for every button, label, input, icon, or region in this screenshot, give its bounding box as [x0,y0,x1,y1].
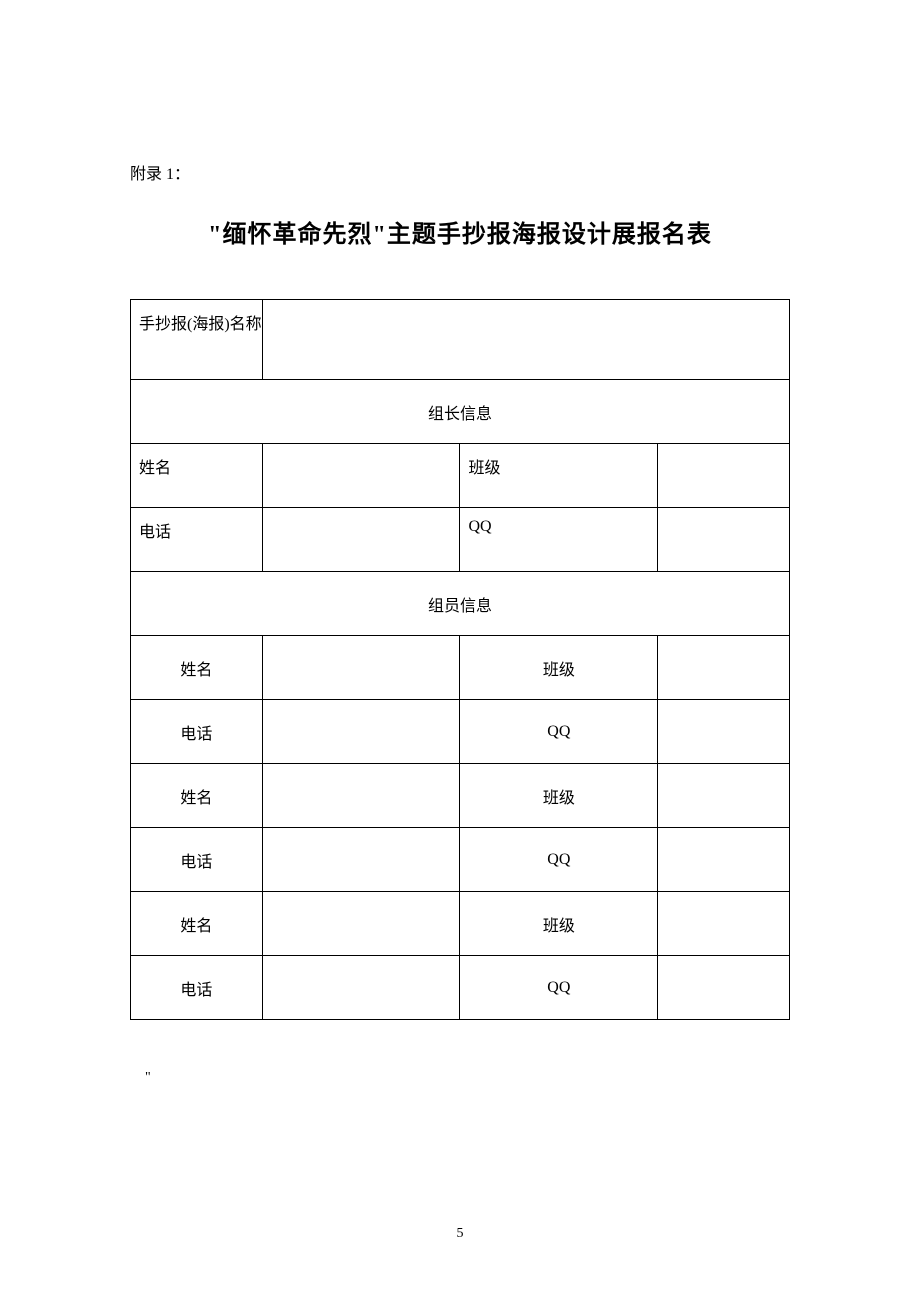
member-phone-label: 电话 [131,956,263,1020]
member-phone-label: 电话 [131,828,263,892]
leader-qq-label: QQ [460,508,658,572]
leader-class-input[interactable] [658,444,790,508]
member-phone-input[interactable] [262,700,460,764]
member-name-label: 姓名 [131,892,263,956]
table-row: 手抄报(海报)名称 [131,300,790,380]
leader-qq-input[interactable] [658,508,790,572]
table-row: 组员信息 [131,572,790,636]
poster-name-label: 手抄报(海报)名称 [131,300,263,380]
member-name-label: 姓名 [131,764,263,828]
member-name-input[interactable] [262,892,460,956]
page-title: "缅怀革命先烈"主题手抄报海报设计展报名表 [130,214,790,249]
table-row: 姓名 班级 [131,636,790,700]
table-row: 电话 QQ [131,508,790,572]
member-qq-label: QQ [460,956,658,1020]
leader-name-input[interactable] [262,444,460,508]
leader-phone-label: 电话 [131,508,263,572]
member-phone-input[interactable] [262,956,460,1020]
member-section-header: 组员信息 [131,572,790,636]
table-row: 姓名 班级 [131,764,790,828]
member-qq-input[interactable] [658,700,790,764]
table-row: 电话 QQ [131,828,790,892]
member-qq-input[interactable] [658,956,790,1020]
footer-quote-mark: " [130,1070,790,1086]
member-name-input[interactable] [262,764,460,828]
table-row: 姓名 班级 [131,444,790,508]
member-qq-label: QQ [460,700,658,764]
leader-class-label: 班级 [460,444,658,508]
member-class-label: 班级 [460,636,658,700]
member-class-input[interactable] [658,764,790,828]
member-class-label: 班级 [460,764,658,828]
member-qq-label: QQ [460,828,658,892]
table-row: 姓名 班级 [131,892,790,956]
leader-section-header: 组长信息 [131,380,790,444]
page-number: 5 [0,1226,920,1242]
table-row: 电话 QQ [131,700,790,764]
member-name-input[interactable] [262,636,460,700]
leader-name-label: 姓名 [131,444,263,508]
member-phone-label: 电话 [131,700,263,764]
page-content: 附录 1： "缅怀革命先烈"主题手抄报海报设计展报名表 手抄报(海报)名称 组长… [0,0,920,1086]
table-row: 组长信息 [131,380,790,444]
member-class-input[interactable] [658,892,790,956]
appendix-label: 附录 1： [130,160,790,184]
member-phone-input[interactable] [262,828,460,892]
registration-form-table: 手抄报(海报)名称 组长信息 姓名 班级 电话 QQ 组员信息 姓名 班级 [130,299,790,1020]
leader-phone-input[interactable] [262,508,460,572]
poster-name-input[interactable] [262,300,789,380]
member-qq-input[interactable] [658,828,790,892]
member-name-label: 姓名 [131,636,263,700]
member-class-label: 班级 [460,892,658,956]
member-class-input[interactable] [658,636,790,700]
table-row: 电话 QQ [131,956,790,1020]
